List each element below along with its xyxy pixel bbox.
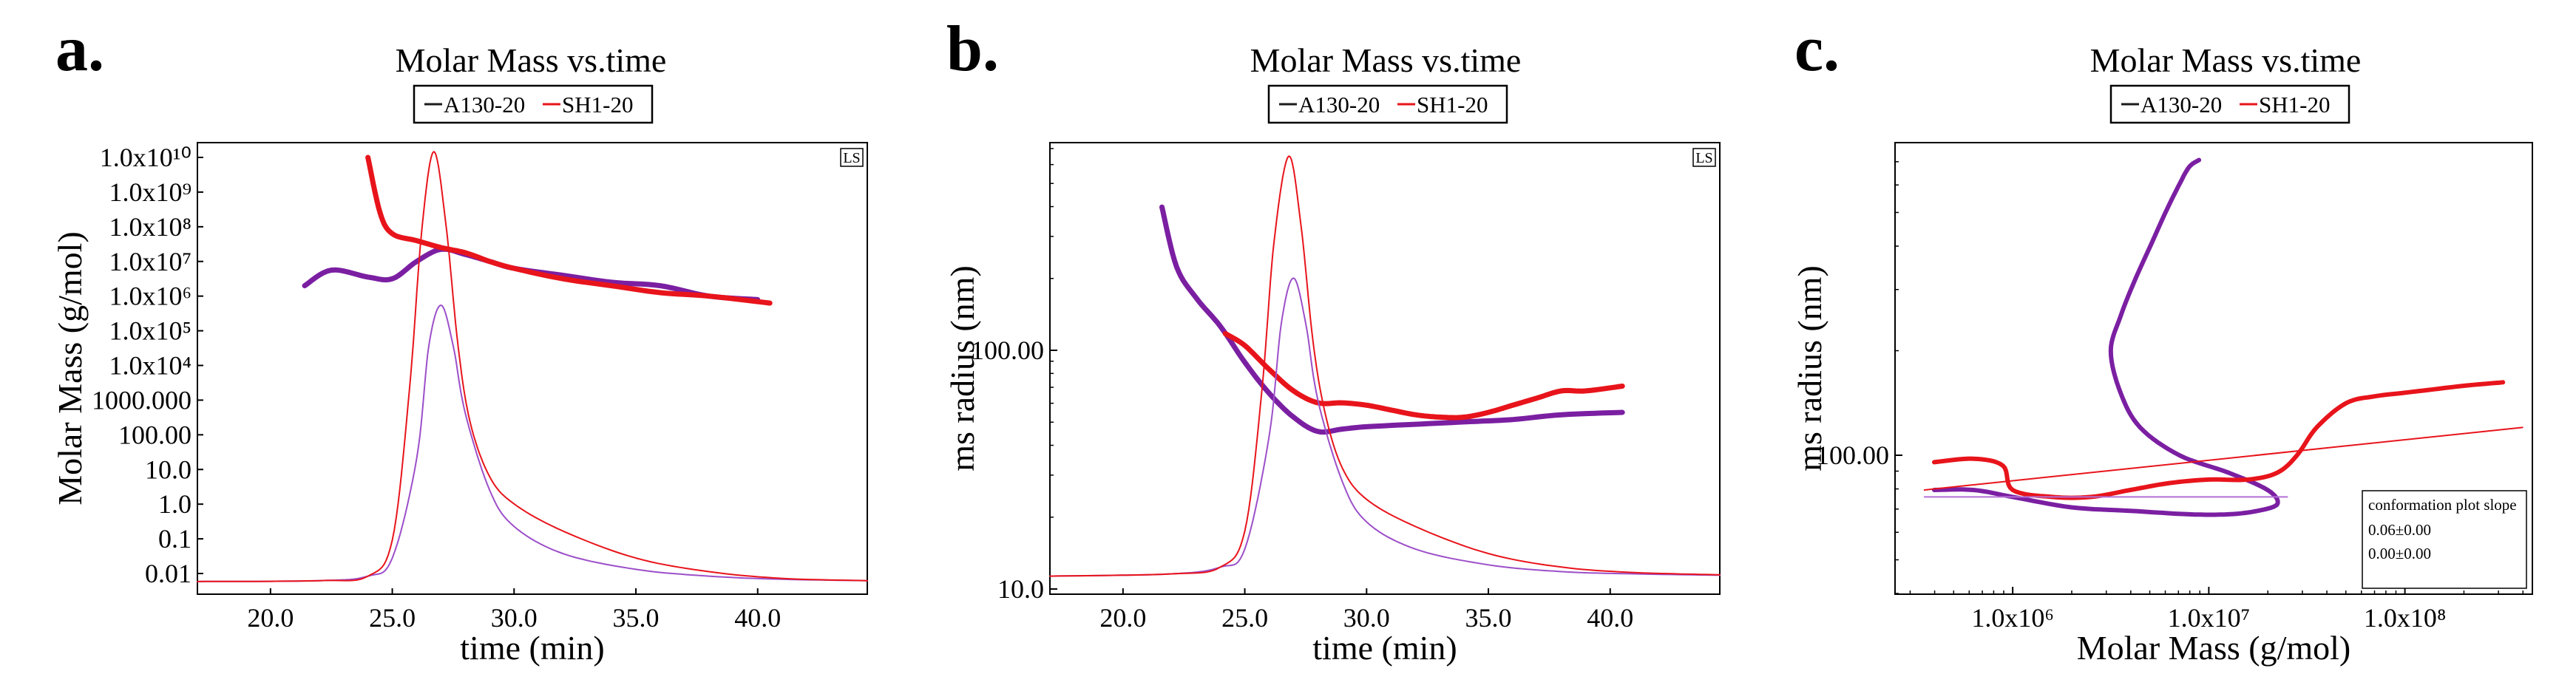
x-tick-label: 30.0	[1343, 603, 1390, 633]
x-tick-label: 20.0	[1099, 603, 1146, 633]
plot-frame	[1894, 142, 2533, 595]
y-axis-label: ms radius (nm)	[943, 265, 981, 472]
series-sh1-20-detector	[1049, 155, 1721, 577]
y-tick-label: 1.0x10⁶	[109, 282, 191, 311]
series-a130-20-detector	[1049, 277, 1721, 577]
y-tick-label: 10.0	[145, 455, 191, 484]
plot-frame	[1049, 142, 1721, 595]
x-axis-label: time (min)	[1312, 629, 1457, 667]
y-tick-label: 100.00	[971, 336, 1044, 365]
series-sh1-20	[1932, 380, 2506, 500]
x-tick-label: 35.0	[1465, 603, 1512, 633]
legend: A130-20 SH1-20	[1267, 84, 1508, 124]
y-tick-label: 1.0x10¹⁰	[100, 143, 191, 172]
x-tick-label: 40.0	[734, 603, 781, 633]
y-tick-label: 1.0	[158, 489, 191, 519]
chart-title: Molar Mass vs.time	[396, 41, 667, 79]
chart-title: Molar Mass vs.time	[2090, 41, 2362, 79]
y-axis-label: Molar Mass (g/mol)	[51, 231, 89, 506]
legend-box	[413, 84, 654, 124]
ls-badge-box	[840, 148, 864, 167]
y-tick-label: 1.0x10⁹	[109, 177, 191, 207]
plot-frame	[197, 142, 868, 595]
y-axis-label: ms radius (nm)	[1791, 265, 1828, 472]
x-tick-label: 35.0	[613, 603, 660, 633]
legend-label: SH1-20	[1417, 92, 1488, 118]
panel-c: c. Molar Mass vs.time A130-20 SH1-20 ms radi…	[1791, 13, 2533, 667]
x-tick-label: 25.0	[369, 603, 416, 633]
slope-annotation-value: 0.00±0.00	[2368, 545, 2431, 562]
panel-letter: c.	[1794, 13, 1840, 85]
series-a130-20-detector	[197, 304, 868, 582]
x-tick-label: 30.0	[491, 603, 538, 633]
series-a130-20	[1932, 157, 2280, 517]
y-tick-label: 1000.000	[92, 385, 191, 415]
legend: A130-20 SH1-20	[2109, 84, 2350, 124]
series-sh1-20-radius	[1222, 330, 1625, 421]
series-a130-20-radius	[1159, 204, 1625, 435]
ls-badge: LS	[1695, 150, 1712, 166]
legend-label: A130-20	[444, 92, 525, 118]
ls-badge: LS	[843, 150, 860, 166]
x-tick-label: 1.0x10⁸	[2364, 603, 2447, 633]
legend: A130-20 SH1-20	[413, 84, 654, 124]
x-axis-label: Molar Mass (g/mol)	[2077, 629, 2351, 667]
y-tick-label: 1.0x10⁵	[109, 316, 191, 346]
x-tick-label: 1.0x10⁶	[1971, 603, 2054, 633]
panel-letter: b.	[946, 13, 999, 85]
y-tick-label: 100.00	[118, 420, 191, 449]
chart-title: Molar Mass vs.time	[1250, 41, 1522, 79]
legend-box	[1267, 84, 1508, 124]
x-tick-label: 25.0	[1221, 603, 1268, 633]
x-tick-label: 1.0x10⁷	[2168, 603, 2251, 633]
x-tick-label: 20.0	[247, 603, 294, 633]
y-tick-label: 100.00	[1816, 440, 1889, 470]
x-tick-label: 40.0	[1587, 603, 1633, 633]
slope-annotation-value: 0.06±0.00	[2368, 521, 2431, 539]
legend-box	[2109, 84, 2350, 124]
y-tick-label: 1.0x10⁸	[109, 212, 191, 242]
ls-badge-box	[1692, 148, 1716, 167]
series-sh1-20-molar-mass	[365, 154, 773, 306]
legend-label: A130-20	[1298, 92, 1380, 118]
panel-a: a. Molar Mass vs.time A130-20 SH1-20 LS Molar…	[51, 13, 868, 667]
y-tick-label: 1.0x10⁴	[109, 351, 191, 381]
panel-b: b. Molar Mass vs.time A130-20 SH1-20 LS ms ra…	[943, 13, 1721, 667]
y-tick-label: 0.1	[158, 524, 191, 554]
series-sh1-20-detector	[197, 151, 868, 582]
legend-label: A130-20	[2141, 92, 2222, 118]
slope-annotation-box	[2362, 490, 2527, 589]
legend-label: SH1-20	[562, 92, 633, 118]
series-sh1-20-fit	[1923, 426, 2524, 491]
y-tick-label: 0.01	[145, 559, 191, 588]
legend-label: SH1-20	[2259, 92, 2330, 118]
y-tick-label: 1.0x10⁷	[109, 247, 191, 276]
y-tick-label: 10.0	[997, 574, 1044, 604]
panel-letter: a.	[55, 13, 104, 85]
x-axis-label: time (min)	[460, 629, 604, 667]
slope-annotation-title: conformation plot slope	[2368, 496, 2517, 514]
